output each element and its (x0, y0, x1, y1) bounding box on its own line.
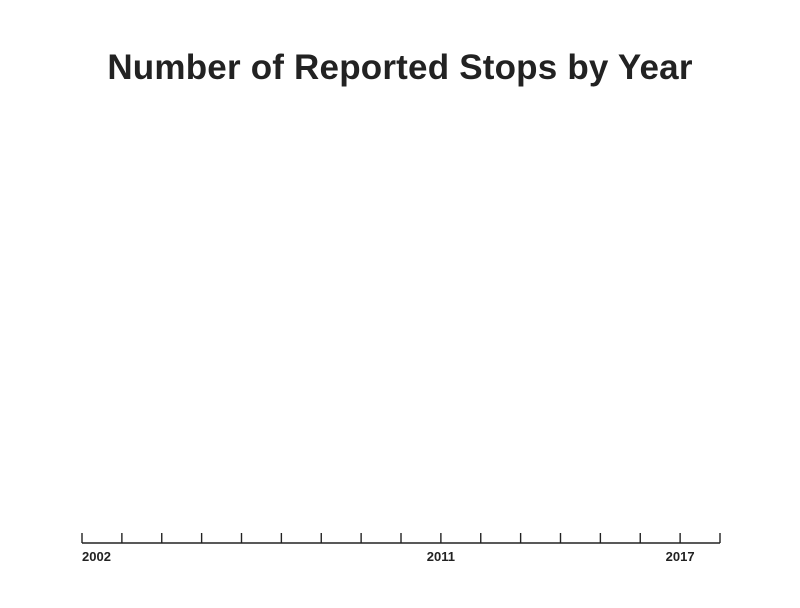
x-axis: 2002 2011 2017 (81, 533, 721, 564)
x-tick-label: 2002 (82, 549, 111, 564)
x-tick-label: 2011 (427, 549, 455, 564)
chart-title: Number of Reported Stops by Year (107, 48, 693, 87)
x-tick-label: 2017 (666, 549, 695, 564)
